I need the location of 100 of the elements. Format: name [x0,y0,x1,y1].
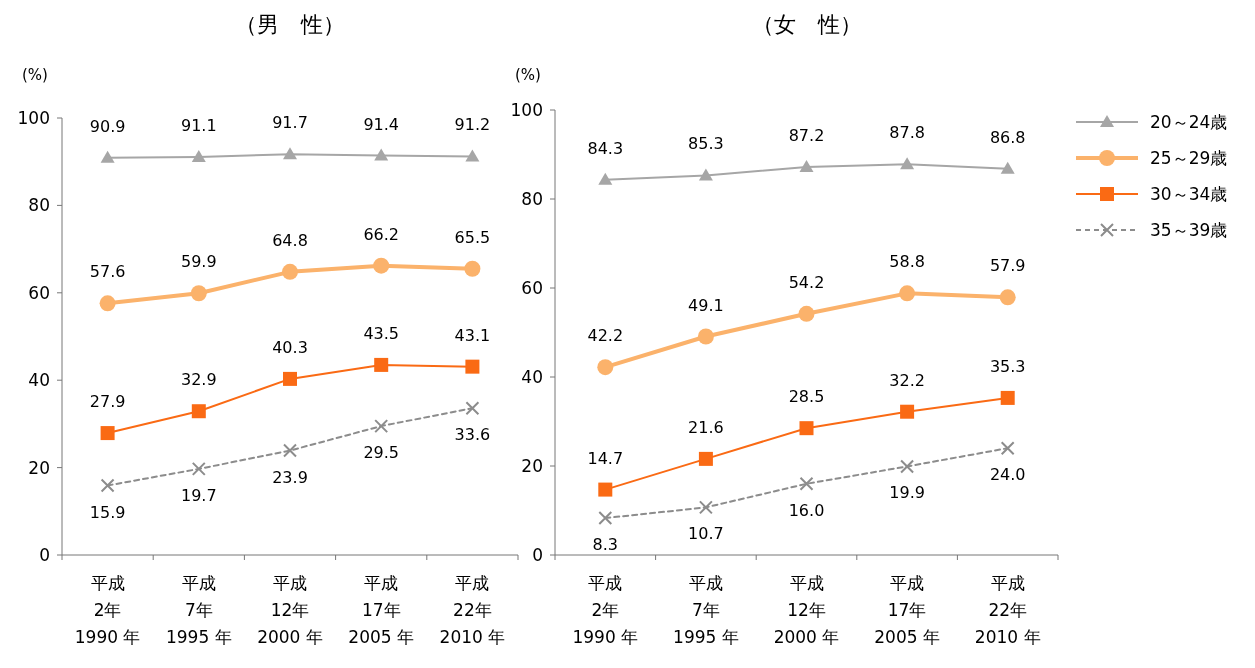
point [465,149,480,162]
data-label: 19.7 [180,485,217,505]
data-label: 87.8 [889,123,925,143]
point [373,257,390,274]
point [597,359,614,376]
legend-label: 30～34歳 [1150,184,1228,204]
legend-label: 35～39歳 [1150,220,1228,240]
data-label: 33.6 [454,425,491,445]
data-label: 21.6 [688,417,724,437]
point [283,371,297,386]
data-label: 43.1 [454,325,491,345]
point [900,157,915,170]
data-label: 32.9 [180,370,217,390]
x-tick-label: 平成 2年 1990 年 [572,573,639,647]
data-label: 57.6 [89,262,126,282]
data-label: 66.2 [363,224,400,244]
data-label: 87.2 [788,125,825,145]
data-label: 64.8 [272,230,308,250]
point [464,260,481,277]
y-tick-label: 80 [521,189,543,209]
data-label: 23.9 [272,467,308,487]
data-label: 14.7 [587,448,624,468]
point [283,147,297,160]
point [191,149,206,162]
data-label: 35.3 [989,356,1026,376]
point [99,295,116,312]
point [100,426,115,441]
y-axis-title: (%) [22,66,48,84]
data-label: 91.1 [180,115,217,135]
data-label: 10.7 [688,524,724,544]
point [282,263,298,280]
data-label: 28.5 [788,387,825,407]
data-label: 8.3 [592,535,619,555]
point [374,148,389,161]
data-label: 85.3 [688,134,724,154]
data-label: 15.9 [89,502,126,522]
point [798,305,815,322]
y-tick-label: 60 [28,282,50,303]
x-tick-label: 平成 7年 1995 年 [673,573,739,647]
x-tick-label: 平成 12年 2000 年 [773,573,840,647]
point [465,359,480,374]
data-label: 91.2 [454,115,491,135]
point [374,419,389,434]
y-tick-label: 20 [521,456,543,476]
point [1000,441,1015,456]
data-label: 59.9 [180,252,217,272]
y-tick-label: 100 [510,100,543,120]
y-tick-label: 20 [28,457,50,478]
data-label: 49.1 [688,295,724,315]
point [191,404,206,419]
point [799,159,814,172]
y-tick-label: 0 [39,545,50,565]
point [100,478,115,493]
point [698,168,713,181]
x-tick-label: 平成 12年 2000 年 [257,573,323,647]
point [1000,390,1015,405]
data-label: 42.2 [587,326,624,346]
x-tick-label: 平成 17年 2005 年 [348,573,415,647]
point [697,328,714,345]
data-label: 91.7 [272,113,308,133]
point [190,285,207,302]
y-tick-label: 40 [521,367,543,387]
y-axis-title: (%) [515,66,541,84]
data-label: 57.9 [989,256,1026,276]
y-tick-label: 0 [532,545,543,565]
data-label: 90.9 [89,116,126,136]
chart-title: （男 性） [235,12,345,37]
legend-label: 20～24歳 [1150,112,1228,132]
point [283,443,297,458]
x-tick-label: 平成 2年 1990 年 [74,573,141,647]
point [1000,161,1015,174]
data-label: 86.8 [989,127,1026,147]
point [899,285,916,302]
data-label: 27.9 [89,392,126,412]
data-label: 43.5 [363,323,400,343]
point [799,421,814,436]
x-tick-label: 平成 17年 2005 年 [874,573,940,647]
point [374,357,389,372]
point [900,459,915,474]
point [465,401,480,416]
y-tick-label: 80 [28,195,50,216]
point [598,482,613,497]
data-label: 24.0 [989,465,1026,485]
point [191,461,206,476]
legend-label: 25～29歳 [1150,148,1228,168]
data-label: 40.3 [272,337,308,357]
y-tick-label: 100 [17,108,50,128]
data-label: 58.8 [889,252,925,272]
data-label: 91.4 [363,114,400,134]
chart-title: （女 性） [751,12,862,37]
data-label: 16.0 [788,500,825,520]
point [799,476,814,491]
point [698,500,713,515]
point [900,404,915,419]
point [598,511,613,526]
x-tick-label: 平成 22年 2010 年 [974,573,1041,647]
data-label: 32.2 [889,370,925,390]
data-label: 84.3 [587,138,624,158]
point [100,150,115,163]
point [999,289,1016,306]
